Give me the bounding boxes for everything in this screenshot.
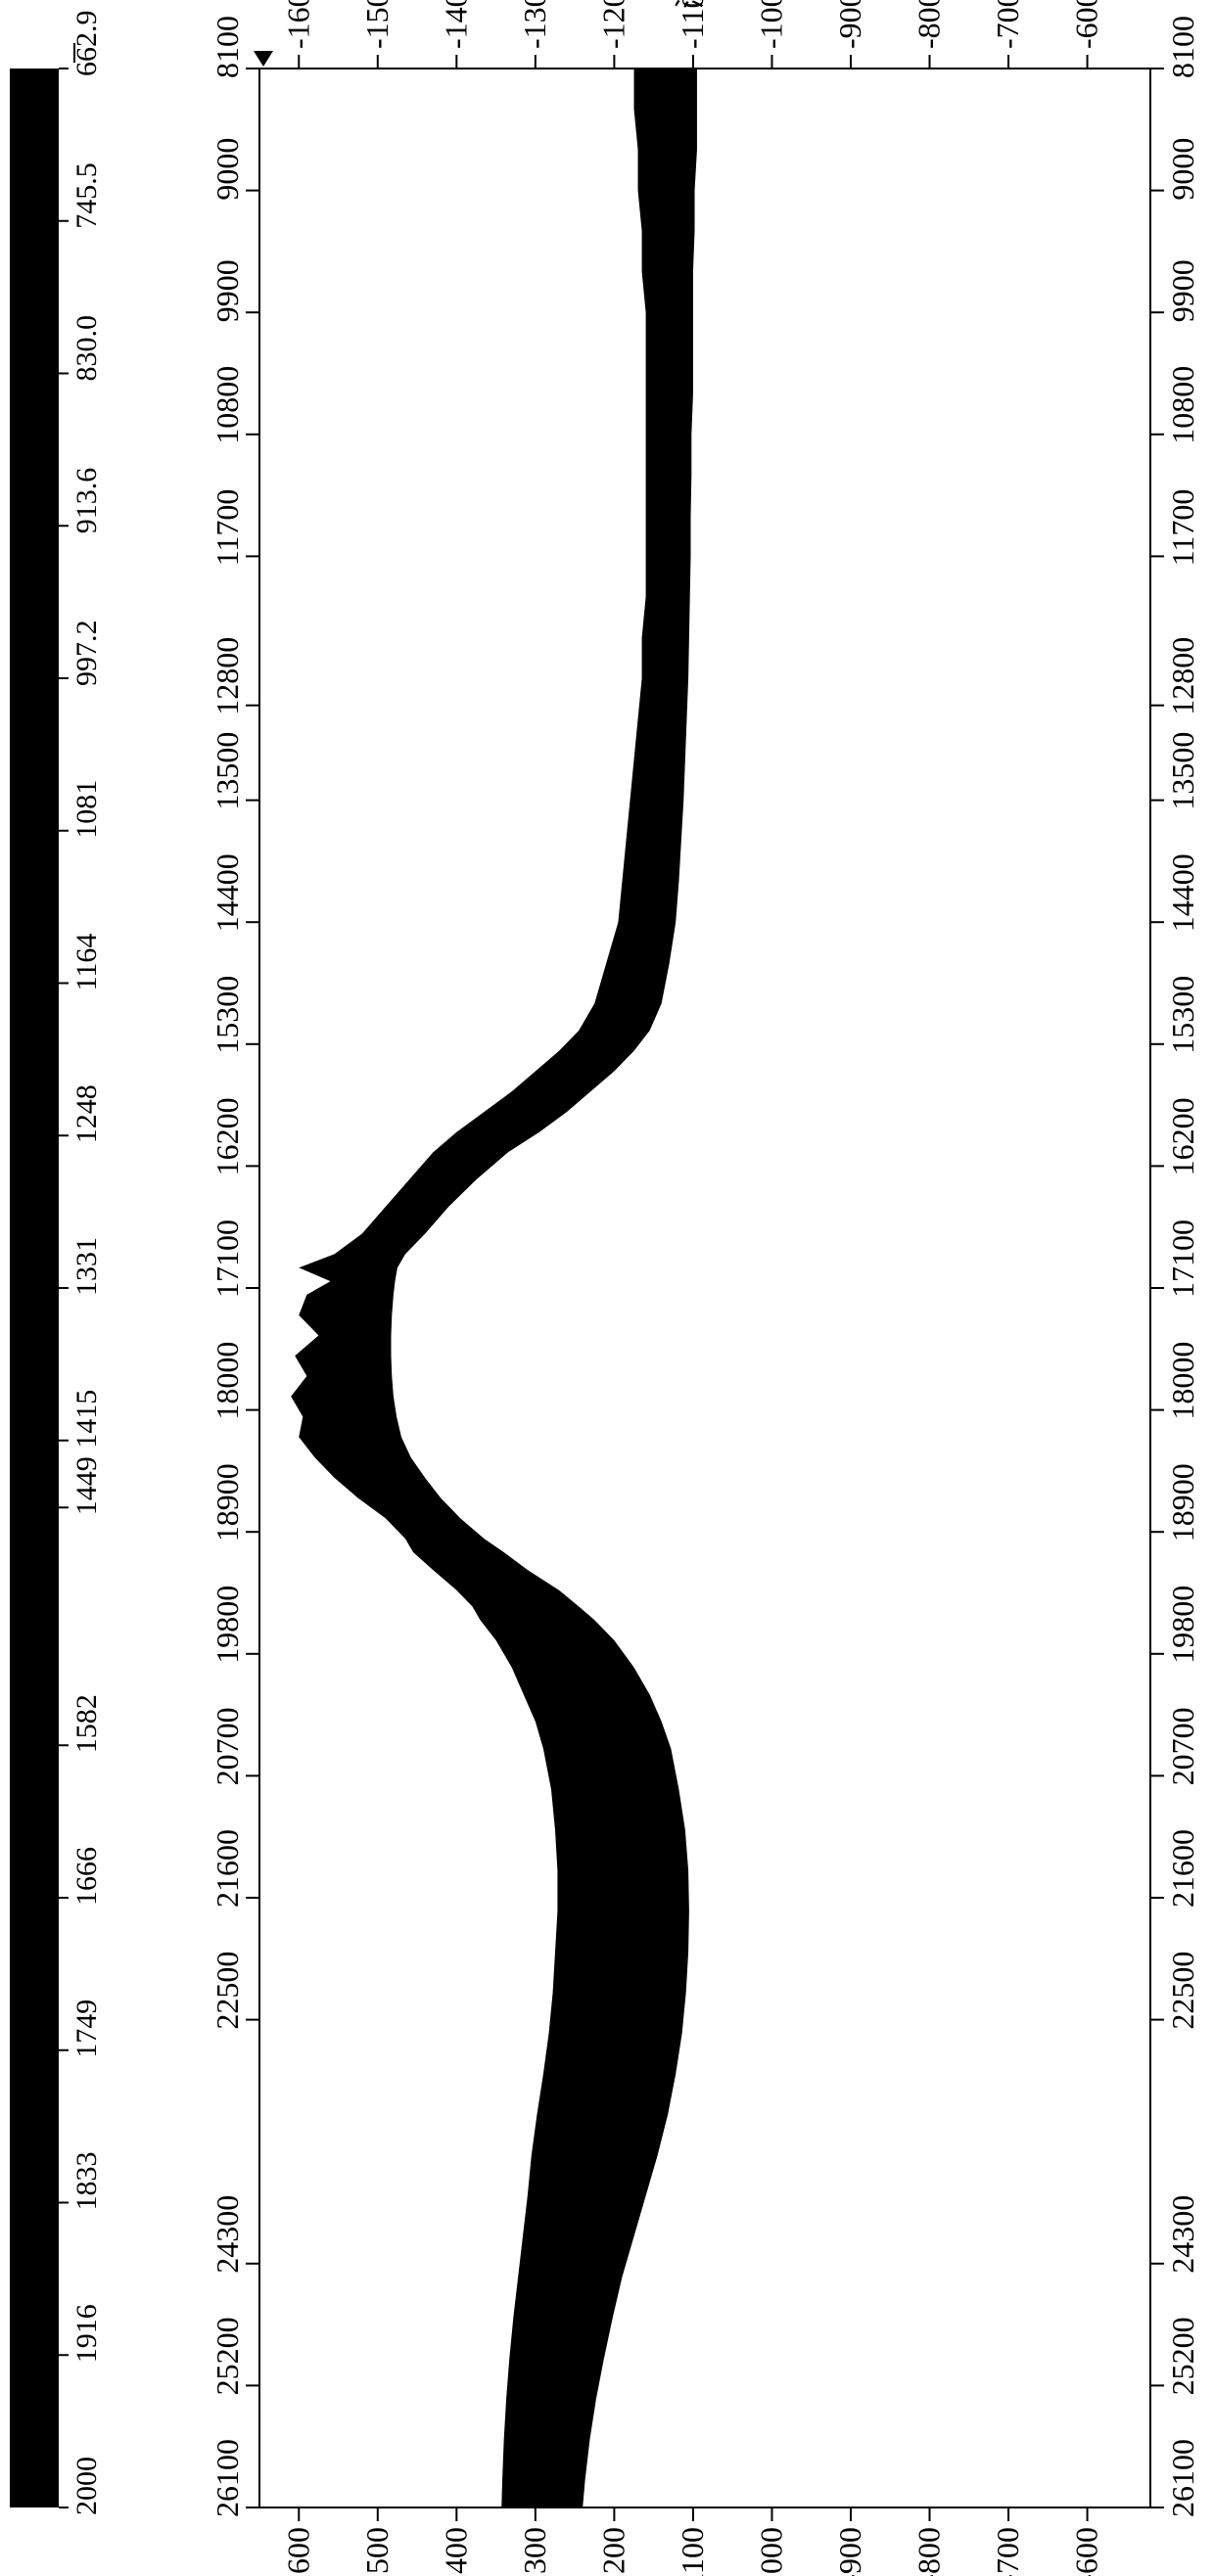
dist-tick-label-right: 26100	[1165, 2439, 1200, 2517]
scale-bar-label: 1582	[70, 1694, 103, 1753]
dist-tick-label-right: 25200	[1165, 2317, 1200, 2395]
dist-tick-label-left: 18900	[210, 1463, 245, 1541]
dist-tick-label-left: 19800	[210, 1586, 245, 1664]
scale-bar-label: 830.0	[70, 315, 103, 382]
depth-tick-label-bottom: -1600	[280, 2527, 315, 2576]
depth-tick-label-top: -1400	[438, 0, 473, 49]
dist-tick-label-right: 10800	[1165, 366, 1200, 444]
depth-tick-label-bottom: -1200	[595, 2527, 630, 2576]
depth-tick-label-bottom: -1400	[438, 2527, 473, 2576]
dist-tick-label-right: 16200	[1165, 1097, 1200, 1175]
depth-tick-label-bottom: -600	[1069, 2527, 1104, 2576]
dist-tick-label-left: 18000	[210, 1342, 245, 1420]
dist-tick-label-right: 17100	[1165, 1219, 1200, 1298]
dist-tick-label-right: 9900	[1165, 259, 1200, 322]
dist-tick-label-left: 25200	[210, 2317, 245, 2395]
dist-tick-label-right: 20700	[1165, 1707, 1200, 1785]
profile-fill	[291, 69, 697, 2507]
depth-tick-label-top: -700	[990, 0, 1025, 49]
dist-tick-label-left: 17100	[210, 1219, 245, 1298]
dist-tick-label-right: 13500	[1165, 732, 1200, 810]
scale-bar-label: 1449	[70, 1456, 103, 1515]
scale-bar-label: 997.2	[70, 621, 103, 687]
dist-tick-label-left: 26100	[210, 2439, 245, 2517]
dist-tick-label-left: 16200	[210, 1097, 245, 1175]
dist-tick-label-right: 11700	[1165, 489, 1200, 567]
dist-tick-label-left: 24300	[210, 2195, 245, 2274]
depth-tick-label-bottom: -800	[911, 2527, 947, 2576]
depth-tick-label-top: -1600	[280, 0, 315, 49]
depth-tick-label-bottom: -900	[832, 2527, 867, 2576]
scale-bar-label: 1248	[70, 1084, 103, 1143]
scale-bar-label: 745.5	[70, 162, 103, 229]
dist-tick-label-left: 11700	[210, 489, 245, 567]
dist-tick-label-left: 20700	[210, 1707, 245, 1785]
scale-bar-label: 1331	[70, 1237, 103, 1296]
chart-svg: -1600 -1500 -1400 -1300 -1200 -1100 -1000 -900 -…	[0, 0, 1214, 2576]
dist-tick-label-right: 15300	[1165, 976, 1200, 1054]
axis-arrow	[254, 51, 273, 67]
depth-tick-label-top: -1000	[753, 0, 788, 49]
dist-tick-label-left: 22500	[210, 1952, 245, 2030]
depth-tick-label-top: -1500	[359, 0, 395, 49]
scale-bar-label: 1666	[70, 1847, 103, 1906]
depth-tick-label-top: -1300	[517, 0, 552, 49]
scale-bar-label: 1081	[70, 780, 103, 839]
dist-tick-label-right: 21600	[1165, 1829, 1200, 1908]
dist-tick-label-left: 15300	[210, 976, 245, 1054]
chart-container: -1600 -1500 -1400 -1300 -1200 -1100 -1000 -900 -…	[0, 0, 1214, 2576]
depth-tick-label-bottom: -700	[990, 2527, 1025, 2576]
depth-tick-label-top: -800	[911, 0, 947, 49]
scale-bar-label: 913.6	[70, 468, 103, 534]
scale-bar-label: 1415	[70, 1390, 103, 1449]
scale-bar	[10, 69, 59, 2507]
depth-tick-label-bottom: -1000	[753, 2527, 788, 2576]
depth-tick-label-bottom: -1100	[675, 2527, 710, 2576]
scale-bar-label: 1916	[70, 2304, 103, 2363]
dist-tick-label-left: 21600	[210, 1829, 245, 1908]
dist-tick-label-right: 8100	[1165, 16, 1200, 78]
dist-tick-label-right: 18000	[1165, 1342, 1200, 1420]
dist-tick-label-right: 9000	[1165, 138, 1200, 201]
depth-tick-label-top: -600	[1069, 0, 1104, 49]
dist-tick-label-left: 10800	[210, 366, 245, 444]
dist-tick-label-right: 18900	[1165, 1463, 1200, 1541]
scale-bar-label: 1833	[70, 2152, 103, 2211]
depth-tick-label-bottom: -1300	[517, 2527, 552, 2576]
scale-bar-label: 2000	[70, 2457, 103, 2515]
dist-tick-label-right: 12800	[1165, 637, 1200, 715]
dist-tick-label-right: 24300	[1165, 2195, 1200, 2274]
dist-tick-label-left: 13500	[210, 732, 245, 810]
depth-tick-label-top: -1200	[595, 0, 630, 49]
dist-tick-label-right: 14400	[1165, 853, 1200, 932]
dist-tick-label-left: 9000	[210, 138, 245, 201]
scale-bar-label: 1164	[70, 934, 103, 991]
scale-bar-label: 1749	[70, 2000, 103, 2058]
dist-tick-label-right: 22500	[1165, 1952, 1200, 2030]
dist-tick-label-left: 12800	[210, 637, 245, 715]
dist-tick-label-left: 9900	[210, 259, 245, 322]
depth-tick-label-bottom: -1500	[359, 2527, 395, 2576]
depth-axis-label: 深度 (m)	[673, 0, 708, 9]
depth-tick-label-top: -900	[832, 0, 867, 49]
dist-tick-label-right: 19800	[1165, 1586, 1200, 1664]
dist-tick-label-left: 14400	[210, 853, 245, 932]
dist-tick-label-left: 8100	[210, 16, 245, 78]
